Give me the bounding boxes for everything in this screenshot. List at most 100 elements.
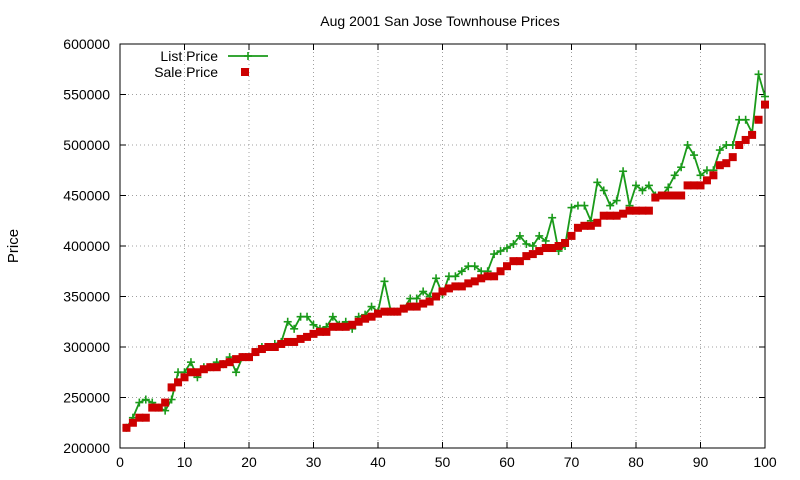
y-tick-label: 350000	[63, 289, 110, 305]
data-point-list-price	[754, 70, 763, 79]
data-point-list-price	[135, 398, 144, 407]
data-point-sale-price	[651, 193, 660, 202]
axis-ticks: 0 10 20 30 40 50 60 70 80 90 100 200000 250000 300000…	[63, 36, 777, 470]
data-point-list-price	[186, 358, 195, 367]
data-point-list-price	[290, 324, 299, 333]
data-point-sale-price	[212, 363, 221, 372]
data-point-sale-price	[251, 348, 260, 357]
data-point-sale-price	[206, 363, 215, 372]
data-point-list-price	[141, 395, 150, 404]
data-point-list-price	[644, 181, 653, 190]
data-point-list-price	[541, 236, 550, 245]
data-point-sale-price	[625, 206, 634, 215]
x-tick-label: 10	[177, 454, 193, 470]
data-point-sale-price	[548, 244, 557, 253]
data-point-sale-price	[393, 307, 402, 316]
data-point-list-price	[528, 242, 537, 250]
data-point-sale-price	[464, 279, 473, 288]
data-point-sale-price	[483, 272, 492, 281]
data-point-sale-price	[748, 130, 757, 139]
data-point-list-price	[638, 186, 647, 195]
legend-marker-list-price	[244, 52, 252, 60]
data-point-sale-price	[264, 343, 273, 351]
data-point-list-price	[664, 183, 673, 192]
data-point-list-price	[761, 92, 769, 101]
data-point-sale-price	[309, 329, 318, 338]
data-point-sale-price	[451, 282, 460, 291]
data-point-sale-price	[290, 337, 299, 346]
data-point-sale-price	[335, 322, 344, 331]
data-point-sale-price	[728, 153, 737, 162]
data-point-list-price	[522, 239, 531, 248]
data-point-sale-price	[283, 337, 292, 346]
data-point-sale-price	[296, 334, 305, 343]
x-tick-label: 20	[241, 454, 257, 470]
data-point-sale-price	[341, 322, 350, 331]
y-tick-label: 300000	[63, 339, 110, 355]
data-point-sale-price	[457, 282, 466, 291]
data-point-list-price	[419, 287, 428, 296]
data-point-sale-price	[580, 221, 589, 230]
data-point-list-price	[470, 262, 479, 271]
x-tick-label: 30	[306, 454, 322, 470]
data-point-sale-price	[470, 277, 479, 286]
data-point-sale-price	[122, 423, 131, 432]
data-point-sale-price	[154, 403, 163, 412]
data-point-sale-price	[374, 309, 382, 318]
legend-label-sale-price: Sale Price	[154, 64, 218, 80]
data-point-sale-price	[270, 343, 279, 351]
data-point-sale-price	[683, 181, 692, 190]
data-point-sale-price	[367, 312, 376, 321]
data-point-list-price	[496, 247, 505, 256]
data-point-list-price	[606, 201, 615, 210]
data-point-sale-price	[567, 231, 576, 240]
data-point-sale-price	[606, 211, 615, 220]
data-point-sale-price	[232, 355, 241, 364]
data-point-list-price	[309, 320, 318, 329]
data-point-list-price	[535, 231, 544, 240]
x-tick-label: 100	[753, 454, 777, 470]
data-point-sale-price	[541, 244, 550, 253]
data-point-sale-price	[509, 257, 518, 266]
data-point-sale-price	[380, 307, 389, 316]
data-point-sale-price	[315, 327, 324, 336]
data-point-sale-price	[573, 223, 582, 232]
data-point-list-price	[580, 201, 589, 210]
data-point-sale-price	[328, 322, 337, 331]
data-point-sale-price	[715, 161, 724, 170]
data-point-list-price	[599, 186, 608, 195]
data-point-sale-price	[135, 413, 144, 422]
data-point-sale-price	[257, 345, 266, 354]
y-tick-label: 400000	[63, 238, 110, 254]
data-point-sale-price	[722, 159, 731, 168]
data-point-list-price	[283, 317, 292, 326]
data-point-sale-price	[490, 272, 499, 281]
data-point-sale-price	[322, 327, 331, 336]
data-point-sale-price	[690, 181, 699, 190]
data-point-sale-price	[219, 360, 228, 369]
data-point-list-price	[503, 244, 511, 253]
data-point-sale-price	[644, 206, 653, 215]
data-point-list-price	[741, 115, 750, 124]
data-point-list-price	[612, 196, 621, 205]
series-layer	[122, 70, 769, 432]
data-point-sale-price	[477, 274, 486, 283]
data-point-sale-price	[425, 297, 434, 306]
data-point-list-price	[515, 231, 524, 240]
data-point-sale-price	[412, 302, 421, 311]
data-point-list-price	[490, 250, 499, 259]
x-tick-label: 90	[693, 454, 709, 470]
data-point-list-price	[619, 167, 628, 176]
data-point-sale-price	[664, 191, 673, 200]
data-point-list-price	[690, 151, 699, 160]
x-tick-label: 50	[435, 454, 451, 470]
data-point-sale-price	[709, 171, 718, 180]
x-tick-label: 60	[499, 454, 515, 470]
data-point-sale-price	[225, 358, 234, 367]
data-point-sale-price	[612, 211, 621, 220]
data-point-list-price	[670, 171, 679, 180]
data-point-list-price	[677, 163, 686, 172]
x-tick-label: 0	[116, 454, 124, 470]
data-point-list-price	[567, 203, 576, 212]
